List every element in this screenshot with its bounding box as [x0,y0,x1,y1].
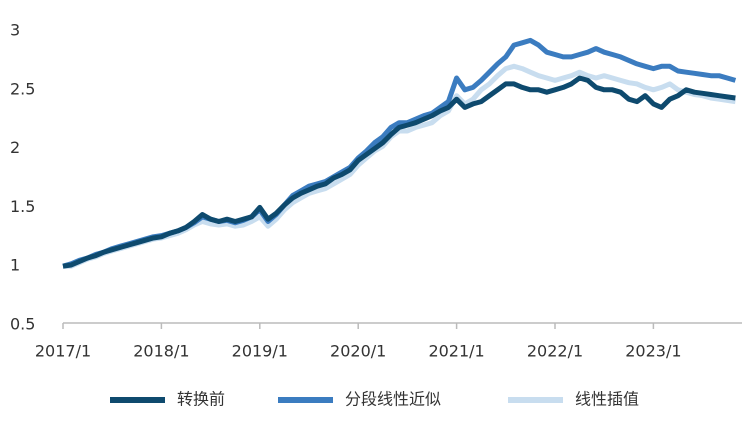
x-tick-label: 2019/1 [232,342,288,361]
x-tick-label: 2022/1 [527,342,583,361]
y-tick-label: 2 [10,138,20,157]
y-tick-label: 1.5 [10,197,35,216]
y-tick-label: 2.5 [10,79,35,98]
x-tick-label: 2018/1 [133,342,189,361]
x-tick-label: 2023/1 [625,342,681,361]
x-tick-label: 2017/1 [35,342,91,361]
y-tick-label: 3 [10,21,20,40]
x-tick-label: 2021/1 [428,342,484,361]
series-line [62,75,736,269]
legend-label: 分段线性近似 [345,390,441,409]
legend-label: 转换前 [177,390,225,409]
x-tick-label: 2020/1 [330,342,386,361]
y-tick-label: 0.5 [10,315,35,334]
series-line [62,37,737,269]
legend-label: 线性插值 [575,390,639,409]
y-tick-label: 1 [10,256,20,275]
